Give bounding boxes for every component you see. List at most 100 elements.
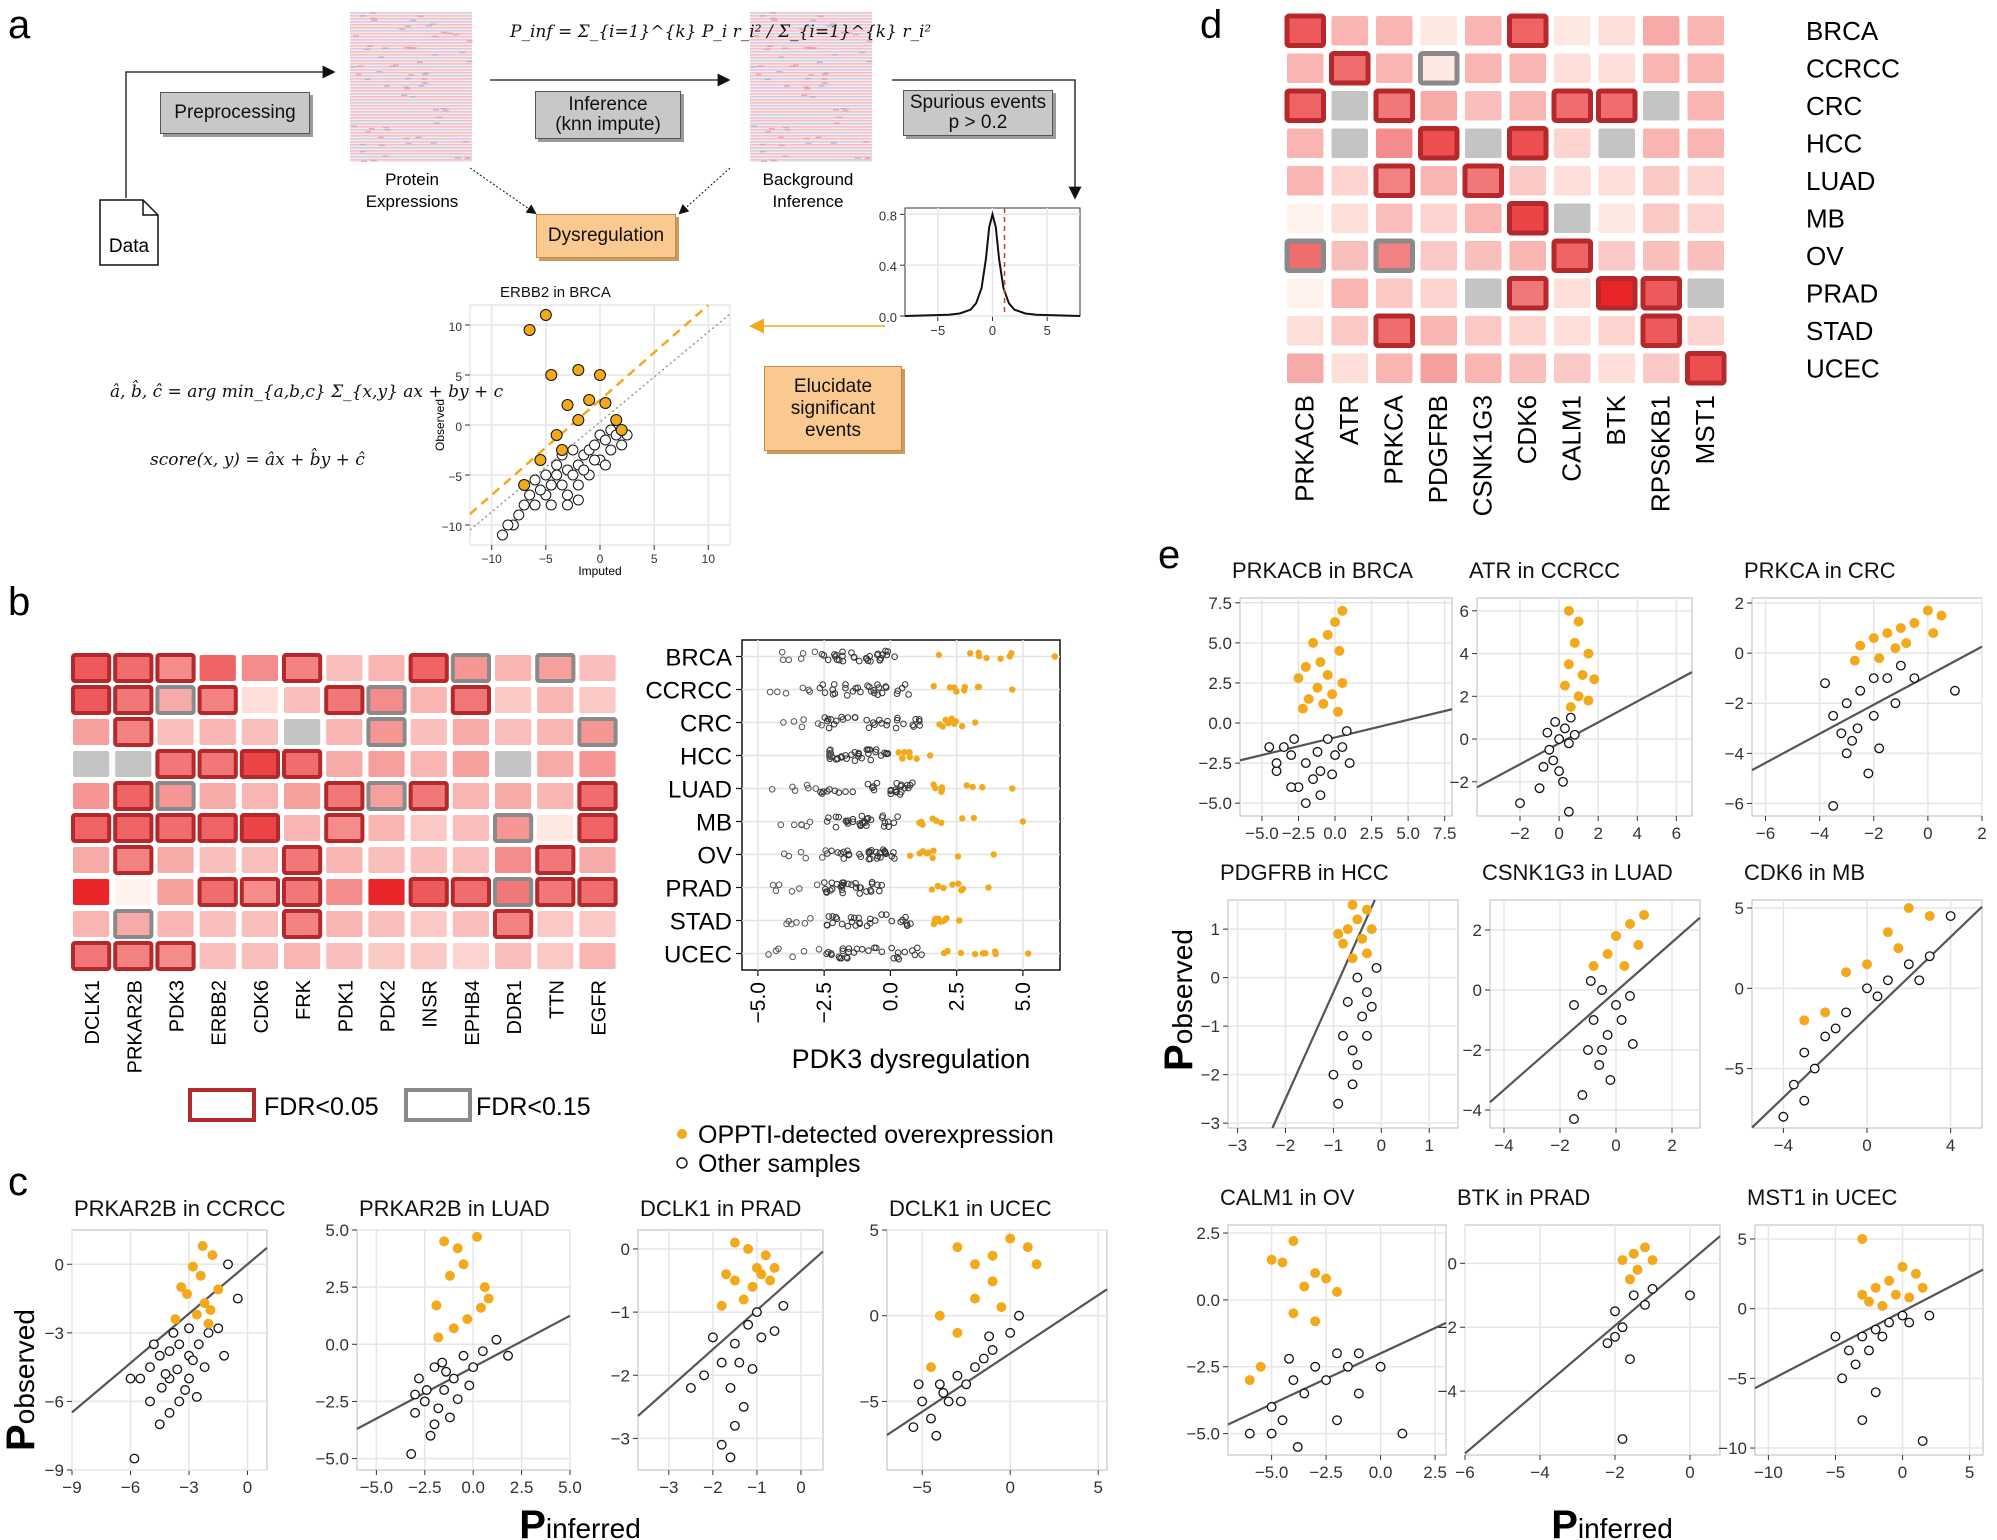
data-point-other [874, 650, 882, 658]
data-point-other [882, 911, 890, 918]
texture-speck [803, 137, 810, 140]
data-point-other [914, 944, 921, 952]
data-point-oppti [1857, 1289, 1868, 1300]
scatter-e-prkacb-brca: −5.0 −2.5 0.0 2.5 5.0 7.5−5.0−2.50.02.55.07.5… [1198, 558, 1456, 843]
data-point-other [832, 813, 840, 821]
data-point-other [725, 1452, 736, 1463]
heat-cell [1509, 353, 1546, 383]
data-point-oppti [439, 1236, 450, 1247]
texture-speck [864, 157, 871, 159]
data-point-other [616, 439, 628, 451]
tick-label-x: 5 [1044, 323, 1051, 338]
data-point-other [838, 920, 846, 928]
tick-label-x: −2 [1605, 1463, 1624, 1482]
tick-label-y: −2 [611, 1366, 630, 1385]
tick-label-x: −4 [1494, 1136, 1513, 1155]
texture-speck [378, 136, 385, 139]
panel-label-c: c [8, 1160, 28, 1204]
texture-row [750, 66, 872, 68]
data-point-oppti [991, 948, 999, 955]
inference-line2: (knn impute) [555, 114, 661, 135]
data-point-other [828, 879, 836, 887]
scatter-e-csnk1g3-luad: −4 −2 0 2 −4 −2 0 2 CSNK1G3 in LUAD [1463, 860, 1701, 1155]
data-point-oppti [1890, 1289, 1901, 1300]
data-point-oppti [472, 1231, 483, 1242]
data-point-other [905, 691, 912, 698]
tick-label-x: 5 [651, 552, 658, 566]
data-point-other [847, 914, 855, 921]
data-point-other [1577, 1090, 1588, 1100]
data-point-other [421, 1385, 432, 1395]
data-point-other [184, 1323, 194, 1334]
panel-b-strip-plot: −5.0 −2.5 0.0 2.5 5.0 BRCA CCRCC CRC HCC LUAD MB OV… [645, 639, 1061, 1074]
data-point-other [894, 714, 901, 722]
heat-cell [1554, 16, 1591, 46]
texture-row [750, 27, 872, 29]
data-point-oppti [1337, 677, 1348, 688]
data-point-other [567, 444, 579, 456]
tick-label-x: 2.5 [1423, 1463, 1447, 1482]
strip-category-label: HCC [680, 744, 732, 771]
data-point-other [832, 823, 840, 831]
heat-col-label: CDK6 [1512, 395, 1542, 464]
data-point-oppti [1647, 1255, 1658, 1266]
data-point-other [893, 788, 900, 795]
data-point-other [891, 855, 898, 862]
tick-label-y: 1 [1211, 920, 1220, 939]
data-point-other [856, 850, 863, 858]
tick-label-y: −5 [1728, 1369, 1747, 1388]
texture-speck [376, 71, 383, 73]
texture-speck [368, 127, 375, 130]
data-point-oppti [523, 324, 536, 336]
data-point-other [833, 651, 840, 659]
data-point-oppti [1903, 903, 1914, 914]
tick-label-y: 2.5 [1196, 1224, 1220, 1243]
tick-label-x: −5 [930, 323, 945, 338]
plot-title: PRKACB in BRCA [1232, 558, 1413, 583]
tick-label-x: 0 [243, 1478, 252, 1497]
heat-cell [1598, 53, 1635, 83]
texture-row [350, 126, 472, 128]
heat-cell [1331, 203, 1368, 233]
texture-speck [776, 71, 783, 73]
texture-speck [771, 19, 778, 22]
panel-label-b: b [8, 580, 30, 624]
data-point-oppti [898, 755, 906, 762]
data-point-other [856, 884, 864, 891]
data-point-oppti [1031, 1259, 1042, 1270]
plot-title: DCLK1 in PRAD [640, 1196, 801, 1221]
regression-line [1464, 1235, 1721, 1455]
tick-label-x: −2 [703, 1478, 722, 1497]
texture-row [750, 33, 872, 35]
texture-speck [359, 15, 366, 17]
data-point-oppti [1342, 924, 1353, 935]
data-point-other [802, 854, 810, 862]
data-point-other [984, 1331, 995, 1342]
data-point-oppti [1318, 698, 1329, 709]
data-point-other [852, 685, 859, 692]
data-point-oppti [1569, 637, 1580, 648]
heat-cell [579, 655, 616, 681]
data-point-other [813, 881, 821, 889]
heat-cell [1465, 241, 1502, 271]
texture-row [350, 150, 472, 152]
texture-speck [760, 160, 767, 163]
data-point-oppti [1334, 645, 1345, 656]
data-point-oppti [433, 1332, 444, 1343]
data-point-other [884, 717, 891, 725]
data-point-oppti [979, 784, 986, 791]
data-point-other [1625, 991, 1635, 1001]
heat-cell [1376, 16, 1413, 46]
heat-cell [1509, 316, 1546, 346]
data-point-other [913, 1379, 924, 1390]
heat-cell [241, 719, 278, 745]
heat-cell [155, 781, 196, 811]
regression-line [1227, 1321, 1447, 1426]
texture-row [750, 42, 872, 44]
data-point-other [822, 847, 829, 854]
data-point-oppti [952, 1242, 963, 1253]
data-point-other [844, 922, 852, 930]
heat-cell [1462, 163, 1504, 198]
data-point-other [1799, 1095, 1810, 1106]
data-point-other [1300, 798, 1311, 809]
